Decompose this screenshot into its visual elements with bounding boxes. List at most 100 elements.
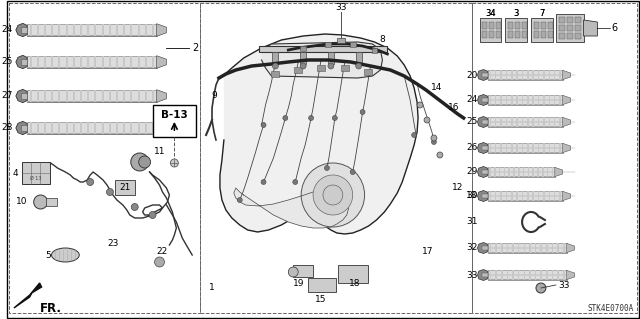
Bar [534, 22, 539, 29]
Bar [507, 271, 508, 280]
Bar [529, 243, 531, 253]
Text: 31: 31 [466, 218, 477, 226]
Bar [538, 95, 540, 105]
Text: 25: 25 [466, 117, 477, 127]
Bar [325, 42, 331, 47]
Bar [490, 243, 492, 253]
Bar [500, 143, 502, 152]
Bar [566, 25, 573, 31]
Bar [116, 56, 118, 68]
Bar [543, 70, 545, 80]
Polygon shape [477, 94, 488, 106]
Polygon shape [157, 56, 166, 68]
Bar [58, 122, 60, 134]
Bar [488, 243, 566, 253]
Bar [516, 117, 518, 127]
Bar [548, 31, 553, 38]
Bar [337, 38, 345, 43]
Bar [527, 117, 529, 127]
Bar [94, 56, 97, 68]
Bar [87, 56, 89, 68]
Text: 29: 29 [466, 167, 477, 176]
Bar [559, 33, 564, 39]
Bar [495, 95, 497, 105]
Bar [516, 191, 518, 201]
Text: 1: 1 [209, 284, 215, 293]
Bar [138, 56, 140, 68]
Circle shape [273, 63, 278, 69]
Polygon shape [563, 95, 571, 105]
Bar [87, 90, 89, 102]
Bar [65, 122, 68, 134]
Polygon shape [563, 191, 571, 201]
Bar [518, 167, 520, 177]
Text: 30: 30 [466, 191, 477, 201]
Polygon shape [477, 116, 488, 128]
Polygon shape [477, 70, 488, 80]
Bar [511, 191, 513, 201]
Bar [535, 271, 536, 280]
Bar [317, 65, 325, 71]
Bar [495, 271, 497, 280]
Bar [102, 24, 104, 36]
Bar [513, 167, 515, 177]
Bar [518, 243, 520, 253]
Bar [483, 22, 488, 29]
Text: 22: 22 [157, 248, 168, 256]
Bar [115, 180, 135, 195]
Text: 21: 21 [119, 182, 131, 191]
Bar [516, 70, 518, 80]
Bar [499, 167, 500, 177]
Bar [534, 31, 539, 38]
Text: 8: 8 [380, 35, 385, 44]
Circle shape [328, 63, 334, 69]
Bar [51, 24, 53, 36]
Bar [293, 265, 313, 277]
Circle shape [131, 204, 138, 211]
Circle shape [106, 189, 113, 196]
Bar [508, 31, 513, 38]
Bar [490, 95, 491, 105]
Bar [483, 120, 488, 124]
Bar [152, 105, 196, 137]
Bar [575, 33, 580, 39]
Bar [559, 25, 564, 31]
Circle shape [261, 180, 266, 184]
Bar [145, 122, 147, 134]
Bar [563, 271, 564, 280]
Bar [109, 24, 111, 36]
Bar [488, 78, 563, 80]
Bar [515, 22, 520, 29]
Polygon shape [220, 34, 418, 234]
Bar [506, 117, 507, 127]
Bar [489, 167, 491, 177]
Bar [483, 145, 488, 151]
Bar [500, 117, 502, 127]
Bar [9, 3, 200, 313]
Bar [500, 191, 502, 201]
Bar [152, 24, 154, 36]
Circle shape [424, 117, 430, 123]
Bar [511, 117, 513, 127]
Polygon shape [477, 242, 488, 254]
Bar [559, 191, 561, 201]
Polygon shape [563, 117, 571, 127]
Circle shape [412, 132, 417, 137]
Bar [495, 191, 497, 201]
Bar [20, 125, 27, 131]
Bar [522, 191, 524, 201]
Text: 9: 9 [211, 91, 217, 100]
Polygon shape [566, 271, 575, 280]
Bar [532, 70, 534, 80]
Bar [27, 90, 157, 102]
Bar [27, 122, 157, 134]
Circle shape [300, 63, 306, 69]
Bar [259, 46, 387, 52]
Bar [51, 90, 53, 102]
Bar [87, 122, 89, 134]
Circle shape [288, 267, 298, 277]
Circle shape [360, 109, 365, 115]
Bar [504, 167, 505, 177]
Bar [488, 175, 555, 177]
Bar [80, 56, 82, 68]
